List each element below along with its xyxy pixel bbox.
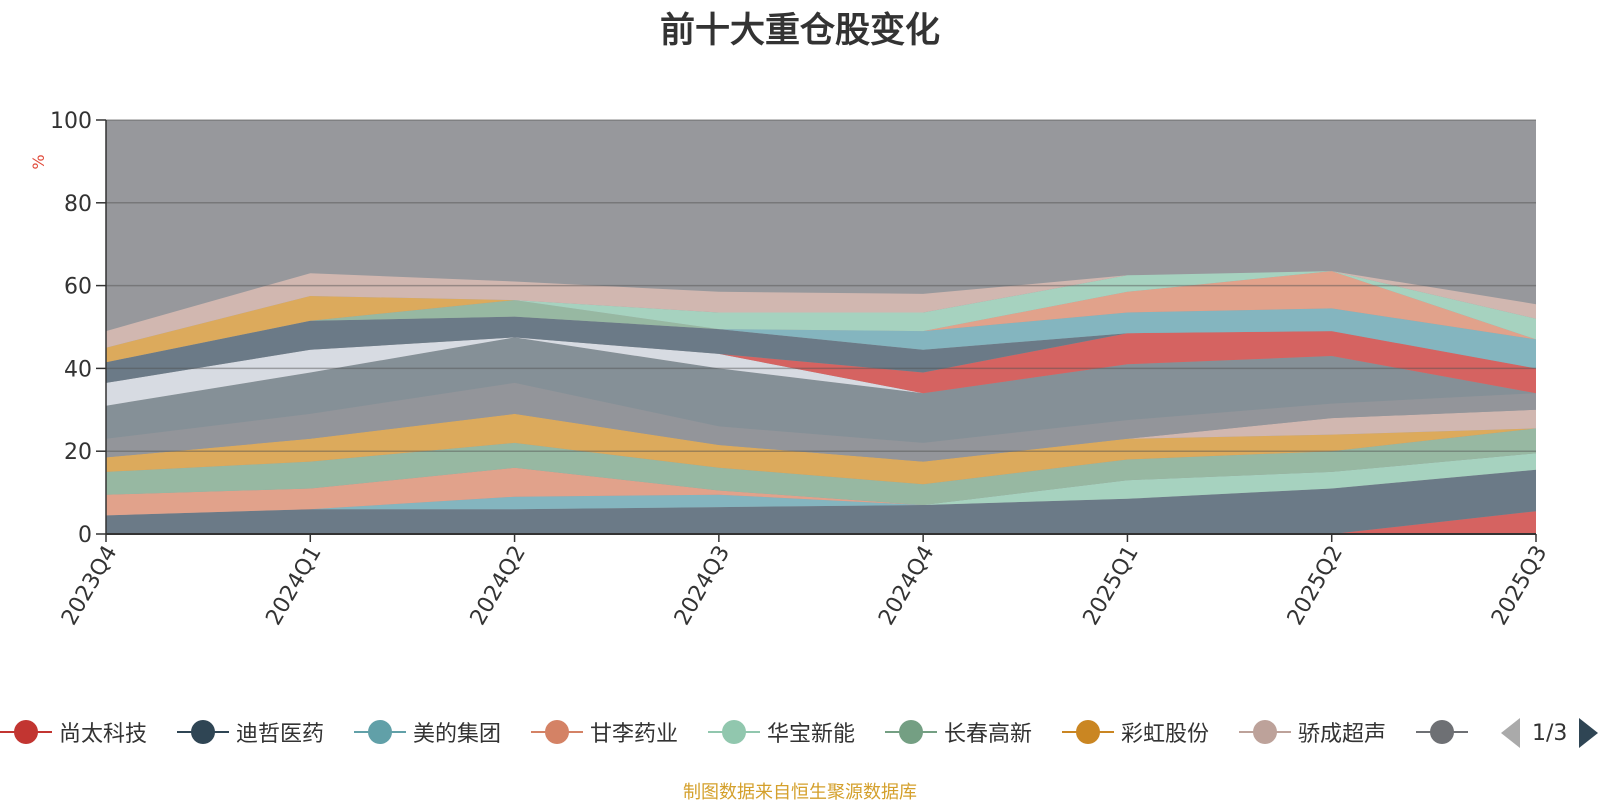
legend-symbol — [885, 712, 937, 752]
legend-symbol — [177, 712, 229, 752]
chart-title: 前十大重仓股变化 — [659, 11, 940, 51]
pager-text: 1/3 — [1532, 720, 1568, 746]
y-axis-label: % — [29, 154, 48, 169]
area-layer-10 — [106, 337, 1536, 443]
x-tick-label: 2024Q1 — [261, 542, 326, 630]
y-tick-label: 80 — [64, 192, 92, 217]
area-layer-4 — [106, 467, 1536, 516]
area-layer-16 — [106, 271, 1536, 363]
grid-lines — [106, 119, 1536, 452]
legend-item[interactable]: 彩虹股份 — [1062, 712, 1209, 752]
area-layer-6 — [106, 428, 1536, 505]
area-layer-2 — [106, 469, 1536, 534]
legend-item[interactable] — [1416, 712, 1475, 752]
legend-item[interactable]: 尚太科技 — [0, 712, 147, 752]
legend-item[interactable]: 迪哲医药 — [177, 712, 324, 752]
legend-symbol — [531, 712, 583, 752]
pager-next-icon[interactable] — [1579, 718, 1599, 748]
area-layers — [106, 271, 1536, 534]
x-tick-label: 2025Q3 — [1487, 542, 1552, 630]
source-note: 制图数据来自恒生聚源数据库 — [683, 782, 917, 803]
legend-item[interactable]: 甘李药业 — [531, 712, 678, 752]
x-tick-label: 2023Q4 — [57, 542, 122, 630]
area-layer-1 — [106, 511, 1536, 534]
y-tick-label: 40 — [64, 357, 92, 382]
legend-pager: 1/3 — [1495, 716, 1600, 750]
y-tick-label: 20 — [64, 440, 92, 465]
area-layer-7 — [106, 413, 1536, 485]
legend-item[interactable]: 长春高新 — [885, 712, 1032, 752]
legend-symbol — [708, 712, 760, 752]
x-tick-label: 2025Q2 — [1283, 542, 1348, 630]
legend-item[interactable]: 美的集团 — [354, 712, 501, 752]
legend-label: 华宝新能 — [767, 722, 856, 747]
x-tick-label: 2024Q4 — [874, 542, 939, 630]
area-layer-17 — [106, 271, 1536, 363]
area-layer-12 — [106, 331, 1536, 394]
area-layer-15 — [106, 271, 1536, 363]
legend-symbol — [1416, 712, 1468, 752]
area-layer-9 — [106, 382, 1536, 462]
x-tick-label: 2024Q2 — [466, 542, 531, 630]
legend-label: 美的集团 — [413, 722, 502, 747]
area-layer-5 — [106, 453, 1536, 505]
legend-label: 长春高新 — [944, 722, 1033, 747]
legend-label: 迪哲医药 — [236, 722, 325, 747]
area-layer-3 — [106, 469, 1536, 516]
area-layer-19 — [106, 271, 1536, 348]
y-tick-label: 100 — [50, 109, 92, 134]
legend: 尚太科技 迪哲医药 美的集团 甘李药业 华宝新能 长春高新 彩虹股份 骄成超声 — [0, 712, 1490, 752]
legend-item[interactable]: 骄成超声 — [1239, 712, 1386, 752]
legend-label: 彩虹股份 — [1121, 722, 1210, 747]
legend-label: 甘李药业 — [590, 722, 679, 747]
y-tick-label: 60 — [64, 275, 92, 300]
area-layer-14 — [106, 308, 1536, 369]
area-layer-13 — [106, 316, 1536, 383]
legend-symbol — [1062, 712, 1114, 752]
pager-prev-icon[interactable] — [1501, 718, 1520, 748]
x-tick-label: 2024Q3 — [670, 542, 735, 630]
x-tick-label: 2025Q1 — [1079, 542, 1144, 630]
y-tick-label: 0 — [78, 523, 92, 548]
legend-label: 骄成超声 — [1298, 722, 1387, 747]
legend-item[interactable]: 华宝新能 — [708, 712, 855, 752]
legend-symbol — [354, 712, 406, 752]
legend-symbol — [1239, 712, 1291, 752]
area-layer-8 — [106, 409, 1536, 462]
legend-label: 尚太科技 — [59, 722, 148, 747]
legend-symbol — [0, 712, 52, 752]
area-chart: 0 20 40 60 80 100 2023Q4 2024Q1 2024Q2 2024Q3 2024… — [29, 109, 1552, 630]
